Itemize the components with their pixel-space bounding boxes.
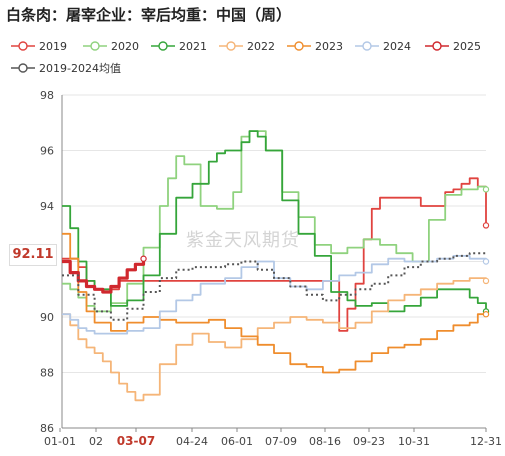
legend-label: 2023 [315, 39, 343, 53]
x-tick-label: 01-01 [44, 435, 76, 448]
y-tick-label: 86 [40, 422, 54, 435]
legend-swatch [11, 41, 35, 51]
legend-swatch [219, 41, 243, 51]
x-tick-label: 10-31 [398, 435, 430, 448]
legend-item-2019-2024均值[interactable]: 2019-2024均值 [10, 60, 121, 76]
legend-swatch [355, 41, 379, 51]
legend-item-2022[interactable]: 2022 [218, 38, 275, 54]
series-line-2025 [62, 258, 146, 294]
series-line-2023 [62, 232, 486, 374]
legend-label: 2024 [383, 39, 411, 53]
x-tick-label: 02 [89, 435, 103, 448]
series-end-marker [482, 277, 490, 285]
series-line-2019 [62, 177, 487, 332]
legend-label: 2019-2024均值 [39, 62, 121, 75]
series-line-2020 [62, 130, 487, 313]
legend-item-2025[interactable]: 2025 [424, 38, 481, 54]
legend-item-2019[interactable]: 2019 [10, 38, 67, 54]
legend-label: 2020 [111, 39, 139, 53]
x-tick-label: 06-01 [221, 435, 253, 448]
chart-title: 白条肉：屠宰企业：宰后均重：中国（周） [6, 6, 292, 24]
y-tick-label: 94 [40, 200, 54, 213]
watermark: 紫金天风期货 [186, 230, 300, 251]
x-tick-label: 12-31 [470, 435, 502, 448]
y-tick-label: 88 [40, 367, 54, 380]
legend-item-2024[interactable]: 2024 [354, 38, 411, 54]
x-tick-label: 08-16 [309, 435, 341, 448]
legend-item-2020[interactable]: 2020 [82, 38, 139, 54]
legend-label: 2019 [39, 39, 67, 53]
legend-swatch [287, 41, 311, 51]
x-tick-label: 09-23 [353, 435, 385, 448]
legend-item-2021[interactable]: 2021 [150, 38, 207, 54]
legend-label: 2025 [453, 39, 481, 53]
legend-swatch [83, 41, 107, 51]
current-value-badge: 92.11 [9, 244, 57, 266]
y-tick-label: 90 [40, 311, 54, 324]
x-tick-label-current: 03-07 [117, 434, 155, 448]
series-line-2021 [62, 130, 487, 313]
legend-label: 2022 [247, 39, 275, 53]
series-end-marker [482, 311, 490, 318]
series-group [62, 130, 490, 402]
series-end-marker [140, 255, 147, 262]
series-end-marker [482, 258, 490, 265]
legend-item-2023[interactable]: 2023 [286, 38, 343, 54]
axes: 8688909294969801-010203-0704-2406-0107-0… [40, 89, 502, 448]
legend-swatch [425, 41, 449, 51]
series-end-marker [482, 186, 490, 193]
x-tick-label: 04-24 [176, 435, 208, 448]
series-line-2019-2024均值 [62, 252, 486, 321]
legend: 2019 2020 2021 2022 2023 2024 2025 2019-2024均值 [0, 0, 505, 80]
legend-swatch [151, 41, 175, 51]
y-tick-label: 96 [40, 145, 54, 158]
legend-swatch [11, 63, 35, 73]
series-end-marker [482, 222, 490, 229]
series-line-2022 [62, 277, 487, 402]
x-tick-label: 07-09 [265, 435, 297, 448]
legend-label: 2021 [179, 39, 207, 53]
y-tick-label: 98 [40, 89, 54, 102]
